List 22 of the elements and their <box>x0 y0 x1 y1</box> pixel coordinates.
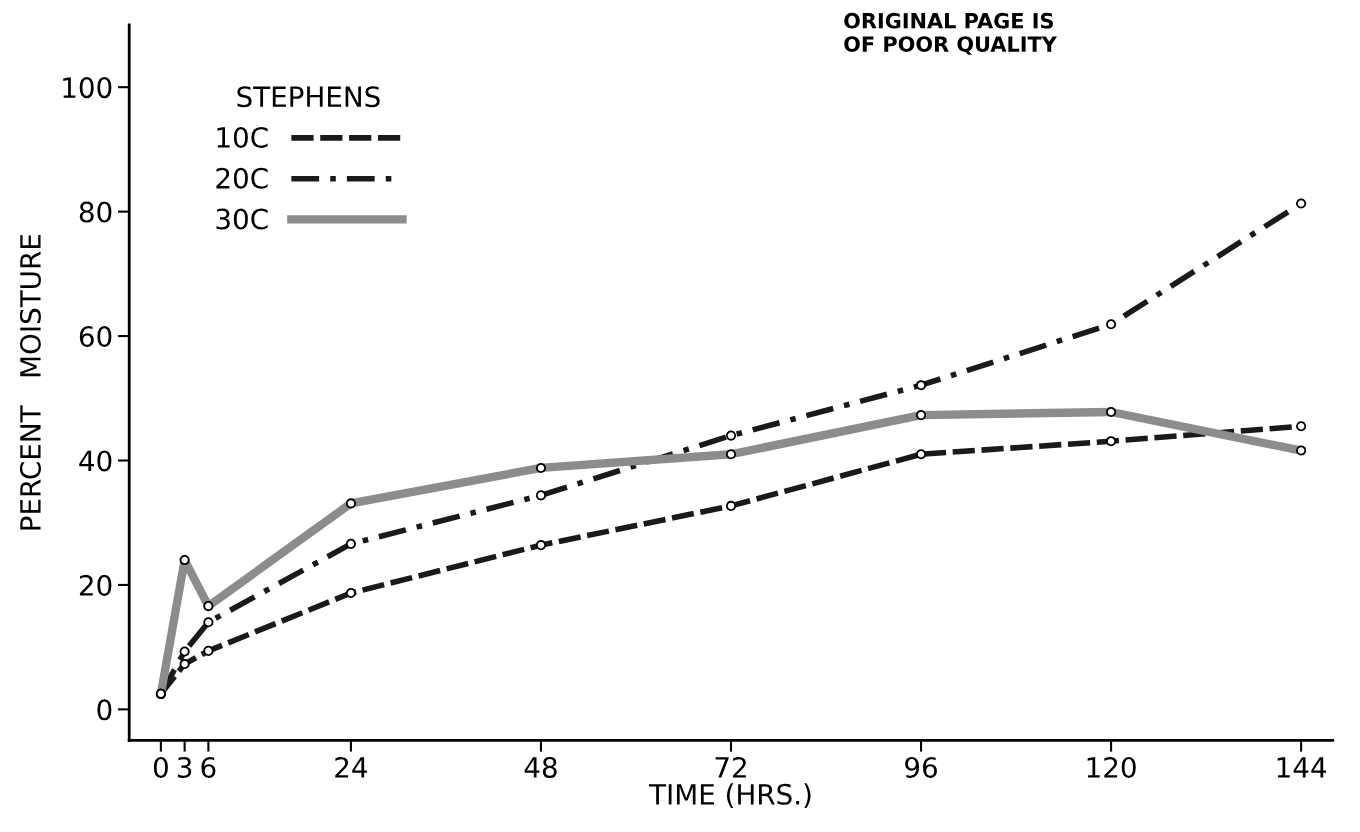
x-tick-label: 3 <box>177 756 192 778</box>
y-tick-label: 80 <box>79 201 112 223</box>
x-tick-label: 144 <box>1277 757 1327 778</box>
x-tick-label: 0 <box>153 756 168 778</box>
x-tick-label: 24 <box>335 756 368 778</box>
legend-label: 10C <box>217 127 268 149</box>
y-tick-label: 40 <box>79 450 112 472</box>
y-axis-title: PERCENT MOISTURE <box>19 234 41 530</box>
y-tick-label: 0 <box>97 699 112 721</box>
x-tick-label: 120 <box>1087 756 1136 778</box>
legend-label: 20C <box>216 167 268 189</box>
y-tick-label: 60 <box>79 325 112 347</box>
x-axis-title: TIME (HRS.) <box>649 783 811 809</box>
x-tick-label: 6 <box>201 756 216 778</box>
y-tick-label: 20 <box>79 574 112 596</box>
y-tick-label: 100 <box>63 77 112 99</box>
x-tick-label: 72 <box>715 756 746 778</box>
x-tick-label: 48 <box>524 756 557 778</box>
annotation: ORIGINAL PAGE IS OF POOR QUALITY <box>844 12 1058 55</box>
x-tick-label: 96 <box>905 756 937 778</box>
legend-label: 30C <box>216 208 268 230</box>
legend-title: STEPHENS <box>237 86 380 108</box>
